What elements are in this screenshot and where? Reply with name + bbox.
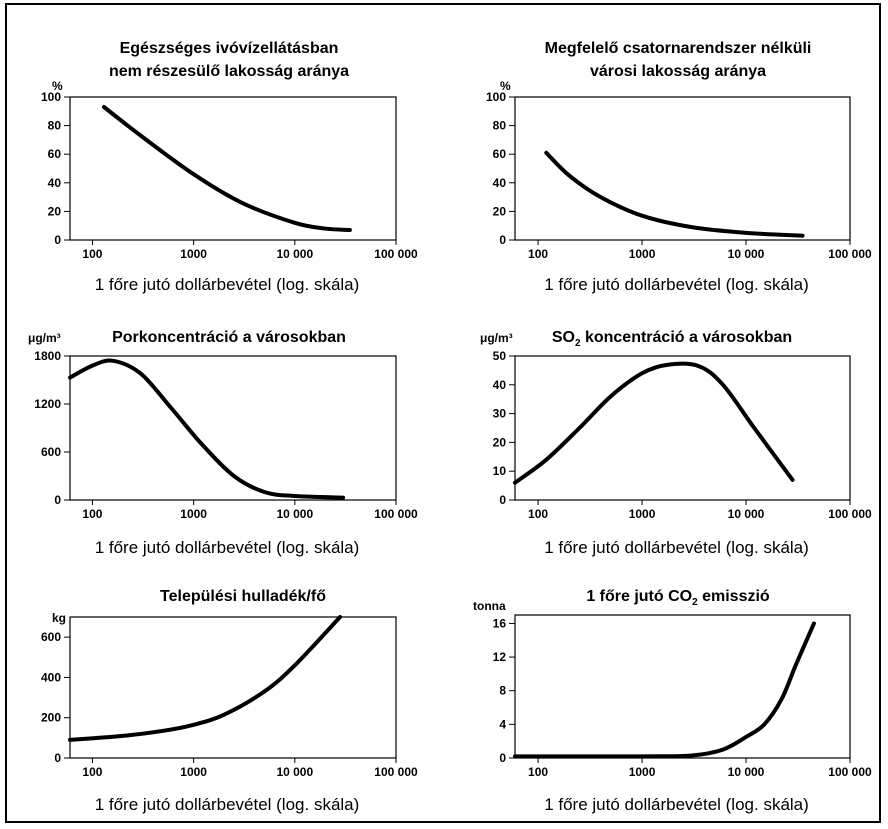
x-tick-label: 100 <box>82 507 102 521</box>
x-tick-label: 1000 <box>180 765 207 779</box>
x-tick-label: 1000 <box>629 507 656 521</box>
chart-title-1-line-1: Egészséges ivóvízellátásban <box>120 40 339 57</box>
series-line-2 <box>544 150 805 238</box>
y-tick-label: 60 <box>493 147 507 161</box>
x-tick-label: 10 000 <box>276 507 313 521</box>
y-tick-label: 16 <box>493 616 507 630</box>
x-tick-label: 10 000 <box>728 247 765 261</box>
x-axis-label-4: 1 főre jutó dollárbevétel (log. skála) <box>544 538 809 557</box>
y-unit-label-3: μg/m³ <box>28 331 61 345</box>
y-tick-label: 20 <box>493 204 507 218</box>
series-line-5 <box>68 615 343 742</box>
y-tick-label: 0 <box>54 751 61 765</box>
y-tick-label: 12 <box>493 650 507 664</box>
y-tick-label: 60 <box>48 147 62 161</box>
y-tick-label: 50 <box>493 349 507 363</box>
y-tick-label: 40 <box>493 176 507 190</box>
y-tick-label: 600 <box>41 445 61 459</box>
y-tick-label: 40 <box>48 176 62 190</box>
chart-title-3-line-1: Porkoncentráció a városokban <box>112 329 346 346</box>
y-tick-label: 30 <box>493 407 507 421</box>
y-tick-label: 400 <box>41 670 61 684</box>
x-tick-label: 100 <box>528 247 548 261</box>
chart-title-6: 1 főre jutó CO2 emisszió <box>586 588 770 608</box>
plot-area-2 <box>514 96 851 241</box>
y-tick-label: 0 <box>499 493 506 507</box>
y-tick-label: 80 <box>48 119 62 133</box>
x-tick-label: 10 000 <box>728 507 765 521</box>
y-tick-label: 1800 <box>34 349 61 363</box>
y-tick-label: 40 <box>493 378 507 392</box>
plot-area-6 <box>514 614 851 759</box>
x-axis-label-5: 1 főre jutó dollárbevétel (log. skála) <box>95 795 360 814</box>
x-tick-label: 100 000 <box>374 507 418 521</box>
y-tick-label: 80 <box>493 119 507 133</box>
y-unit-label-4: μg/m³ <box>480 331 513 345</box>
y-unit-label-6: tonna <box>473 599 506 613</box>
plot-area-1 <box>69 96 397 241</box>
x-tick-label: 100 000 <box>374 765 418 779</box>
x-tick-label: 100 000 <box>828 507 872 521</box>
chart-title-5-line-1: Települési hulladék/fő <box>160 588 326 605</box>
x-tick-label: 10 000 <box>728 765 765 779</box>
y-tick-label: 1200 <box>34 397 61 411</box>
y-tick-label: 600 <box>41 630 61 644</box>
x-tick-label: 1000 <box>629 765 656 779</box>
x-tick-label: 10 000 <box>276 765 313 779</box>
x-tick-label: 1000 <box>180 247 207 261</box>
chart-title-1-line-2: nem részesülő lakosság aránya <box>109 63 349 80</box>
x-tick-label: 100 <box>528 507 548 521</box>
x-tick-label: 100 <box>528 765 548 779</box>
x-tick-label: 1000 <box>180 507 207 521</box>
y-tick-label: 100 <box>41 90 61 104</box>
y-tick-label: 8 <box>499 684 506 698</box>
chart-title-4: SO2 koncentráció a városokban <box>552 329 792 349</box>
chart-title-2-line-2: városi lakosság aránya <box>590 63 766 80</box>
x-tick-label: 100 000 <box>374 247 418 261</box>
y-tick-label: 20 <box>493 435 507 449</box>
series-line-6 <box>513 621 816 759</box>
chart-title-2-line-1: Megfelelő csatornarendszer nélküli <box>545 40 812 57</box>
y-tick-label: 10 <box>493 464 507 478</box>
y-tick-label: 0 <box>499 233 506 247</box>
series-line-1 <box>101 105 352 232</box>
series-line-3 <box>68 358 346 500</box>
y-tick-label: 0 <box>54 493 61 507</box>
x-axis-label-2: 1 főre jutó dollárbevétel (log. skála) <box>544 275 809 294</box>
x-axis-label-3: 1 főre jutó dollárbevétel (log. skála) <box>95 538 360 557</box>
x-tick-label: 10 000 <box>276 247 313 261</box>
x-axis-label-6: 1 főre jutó dollárbevétel (log. skála) <box>544 795 809 814</box>
x-tick-label: 100 <box>82 247 102 261</box>
y-unit-label-5: kg <box>52 611 66 625</box>
y-tick-label: 0 <box>499 751 506 765</box>
y-tick-label: 200 <box>41 711 61 725</box>
plot-area-5 <box>69 616 397 759</box>
x-tick-label: 100 000 <box>828 247 872 261</box>
y-unit-label-2: % <box>500 79 511 93</box>
x-tick-label: 1000 <box>629 247 656 261</box>
series-line-4 <box>513 361 795 485</box>
y-tick-label: 4 <box>499 717 506 731</box>
x-tick-label: 100 000 <box>828 765 872 779</box>
charts-canvas: Egészséges ivóvízellátásban nem részesülő… <box>28 40 872 814</box>
y-unit-label-1: % <box>52 79 63 93</box>
figure-frame: Egészséges ivóvízellátásban nem részesülő… <box>5 3 881 823</box>
plot-area-4 <box>514 355 851 501</box>
y-tick-label: 100 <box>486 90 506 104</box>
y-tick-label: 20 <box>48 204 62 218</box>
plot-area-3 <box>69 355 397 501</box>
y-tick-label: 0 <box>54 233 61 247</box>
x-tick-label: 100 <box>82 765 102 779</box>
x-axis-label-1: 1 főre jutó dollárbevétel (log. skála) <box>95 275 360 294</box>
